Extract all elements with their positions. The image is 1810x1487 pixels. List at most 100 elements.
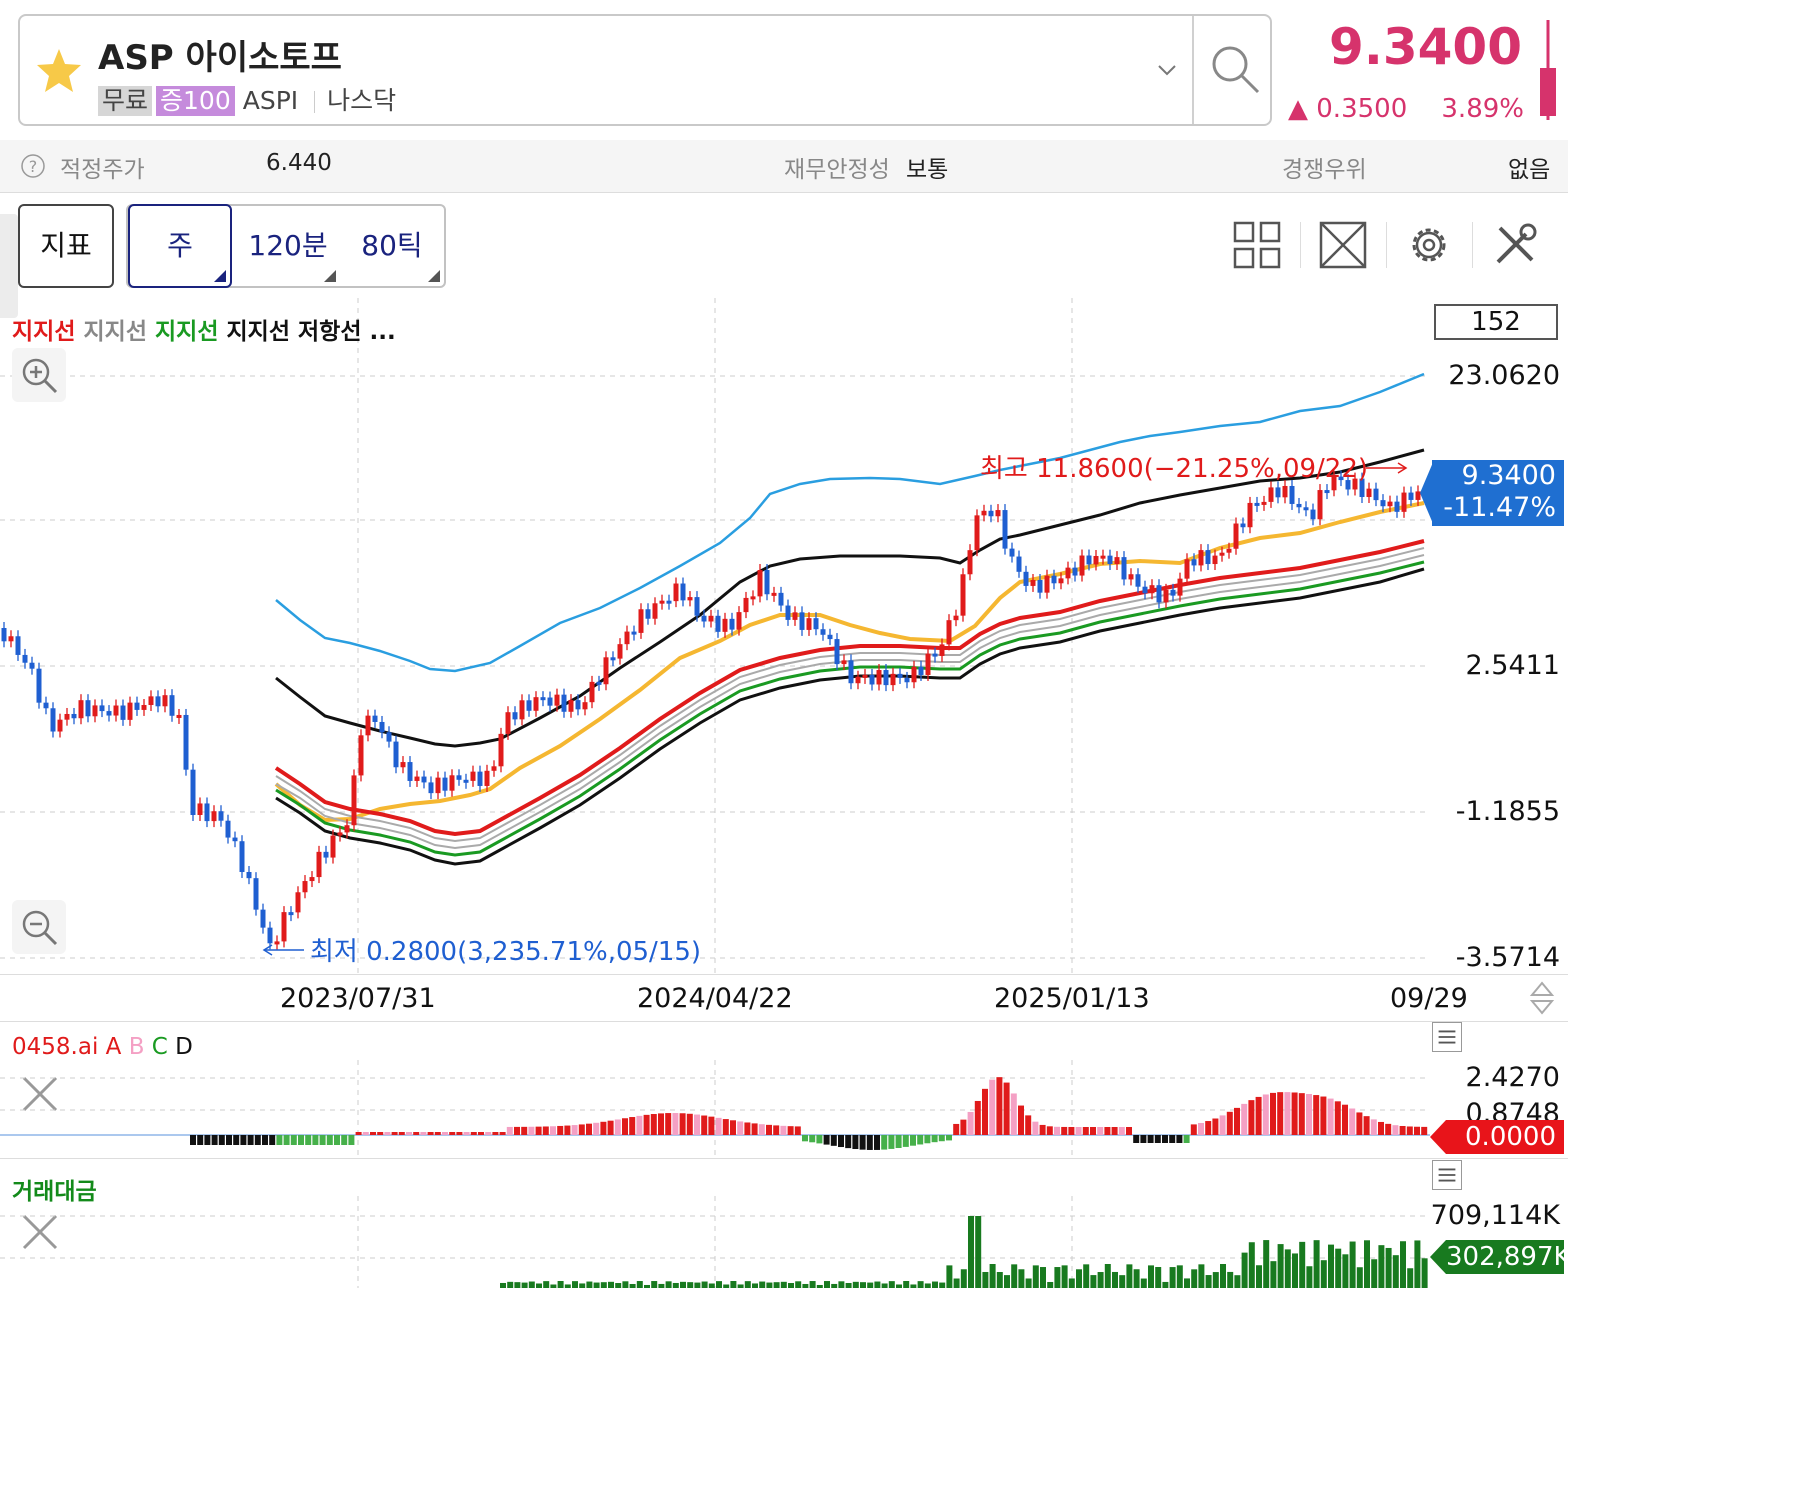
trading-value-bar xyxy=(788,1283,794,1288)
trading-value-bar xyxy=(600,1282,607,1288)
support-line-gray1 xyxy=(275,547,1425,843)
oscillator-bar xyxy=(895,1135,902,1149)
stock-name[interactable]: ASP 아이소토프 xyxy=(98,38,342,78)
period-80tick[interactable]: 80틱 xyxy=(340,206,444,286)
oscillator-bar xyxy=(449,1132,456,1135)
oscillator-bar xyxy=(946,1135,952,1141)
candle-body xyxy=(155,696,161,707)
menu-icon[interactable] xyxy=(1432,1160,1462,1190)
x-axis-label: 2023/07/31 xyxy=(280,983,436,1014)
candle-body xyxy=(169,695,175,716)
oscillator-bar xyxy=(276,1135,283,1145)
indicator-legend[interactable]: 지지선 지지선 지지선 지지선 저항선 ... xyxy=(12,312,396,346)
oscillator-bar xyxy=(1198,1122,1204,1135)
oscillator-bar xyxy=(996,1077,1003,1135)
period-120min[interactable]: 120분 xyxy=(236,206,340,286)
trading-value-bar xyxy=(500,1282,506,1288)
oscillator-bar xyxy=(1061,1126,1068,1135)
support-line-black xyxy=(275,567,1425,866)
date-axis[interactable]: 2023/07/31 2024/04/22 2025/01/13 09/29 xyxy=(0,974,1568,1022)
trading-value-bar xyxy=(1104,1264,1111,1288)
trading-value-bar xyxy=(1241,1252,1248,1288)
divider xyxy=(1300,222,1301,268)
trading-value-bar xyxy=(1126,1264,1133,1288)
candle-body xyxy=(820,629,826,635)
oscillator-bar xyxy=(809,1135,816,1143)
candle-body xyxy=(547,697,553,706)
favorite-star-icon[interactable] xyxy=(34,46,84,96)
candle-body xyxy=(785,605,791,620)
chevron-down-icon[interactable] xyxy=(1155,58,1179,82)
candle-body xyxy=(1226,548,1232,553)
zoom-in-icon[interactable] xyxy=(12,348,66,402)
help-icon[interactable]: ? xyxy=(20,153,46,179)
price-chart[interactable]: 최고 11.8600(−21.25%,09/22) 최저 0.2800(3,23… xyxy=(0,298,1568,974)
oscillator-bar xyxy=(211,1135,218,1145)
trading-value-bar xyxy=(896,1284,902,1288)
candle-body xyxy=(505,712,511,734)
oscillator-bar xyxy=(607,1120,614,1135)
trading-value-title[interactable]: 거래대금 xyxy=(12,1179,97,1205)
candle-body xyxy=(134,702,140,710)
candle-body xyxy=(498,733,504,767)
search-icon[interactable] xyxy=(1208,42,1264,98)
oscillator-bar xyxy=(463,1132,470,1135)
zoom-out-icon[interactable] xyxy=(12,900,66,954)
candle-body xyxy=(162,695,168,707)
oscillator-bar xyxy=(499,1132,506,1135)
oscillator-bar xyxy=(1090,1127,1096,1135)
trading-value-bar xyxy=(795,1281,802,1288)
candle-body xyxy=(43,702,49,709)
trading-value-bar xyxy=(1385,1247,1392,1288)
menu-icon[interactable] xyxy=(1432,1022,1462,1052)
candle-body xyxy=(1198,550,1204,566)
y-axis-label: -3.5714 xyxy=(1455,942,1560,973)
candle-body xyxy=(218,811,224,821)
tools-icon[interactable] xyxy=(1490,220,1540,270)
oscillator-bar xyxy=(1039,1124,1046,1135)
candle-body xyxy=(862,674,868,678)
trading-value-bar xyxy=(924,1283,931,1288)
trading-value-bar xyxy=(658,1283,665,1288)
oscillator-bar xyxy=(456,1132,463,1135)
trading-value-bar xyxy=(1025,1278,1032,1288)
trading-value-bar xyxy=(1162,1281,1169,1288)
candle-body xyxy=(477,771,483,786)
oscillator-bar xyxy=(326,1135,333,1145)
oscillator-bar xyxy=(953,1123,960,1135)
candle-body xyxy=(1009,548,1015,557)
oscillator-bar xyxy=(226,1135,232,1145)
oscillator-bar xyxy=(715,1117,722,1135)
trading-value-bar xyxy=(1040,1267,1046,1288)
oscillator-legend[interactable]: 0458.ai A B C D xyxy=(12,1034,193,1060)
indicator-button[interactable]: 지표 xyxy=(18,204,114,288)
axis-scale-arrows-icon[interactable] xyxy=(1528,981,1556,1015)
oscillator-bar xyxy=(1082,1126,1089,1135)
close-icon[interactable] xyxy=(20,1212,60,1252)
oscillator-bar xyxy=(470,1132,477,1135)
oscillator-bar xyxy=(1162,1135,1168,1143)
fullscreen-icon[interactable] xyxy=(1318,220,1368,270)
layout-grid-icon[interactable] xyxy=(1232,220,1282,270)
visible-period-count[interactable]: 152 xyxy=(1434,304,1558,340)
candle-body xyxy=(449,775,455,791)
oscillator-bar xyxy=(881,1135,888,1150)
candle-body xyxy=(400,762,406,768)
candle-body xyxy=(988,510,994,517)
oscillator-bar xyxy=(1183,1135,1190,1143)
trading-value-bar xyxy=(536,1283,542,1288)
oscillator-chart[interactable] xyxy=(0,1060,1568,1156)
settings-gear-icon[interactable] xyxy=(1404,220,1454,270)
trading-value-bar xyxy=(543,1281,550,1288)
oscillator-bar xyxy=(564,1125,571,1135)
trading-value-bar xyxy=(1155,1267,1162,1288)
oscillator-bar xyxy=(938,1135,945,1142)
trading-value-bar xyxy=(572,1281,578,1288)
close-icon[interactable] xyxy=(20,1074,60,1114)
period-weekly[interactable]: 주 xyxy=(128,204,232,288)
oscillator-bar xyxy=(190,1135,196,1145)
trading-value-bar xyxy=(766,1282,773,1288)
side-drawer-handle[interactable] xyxy=(0,214,18,318)
trading-value-bar xyxy=(831,1283,838,1288)
trading-value-chart[interactable] xyxy=(0,1196,1568,1288)
